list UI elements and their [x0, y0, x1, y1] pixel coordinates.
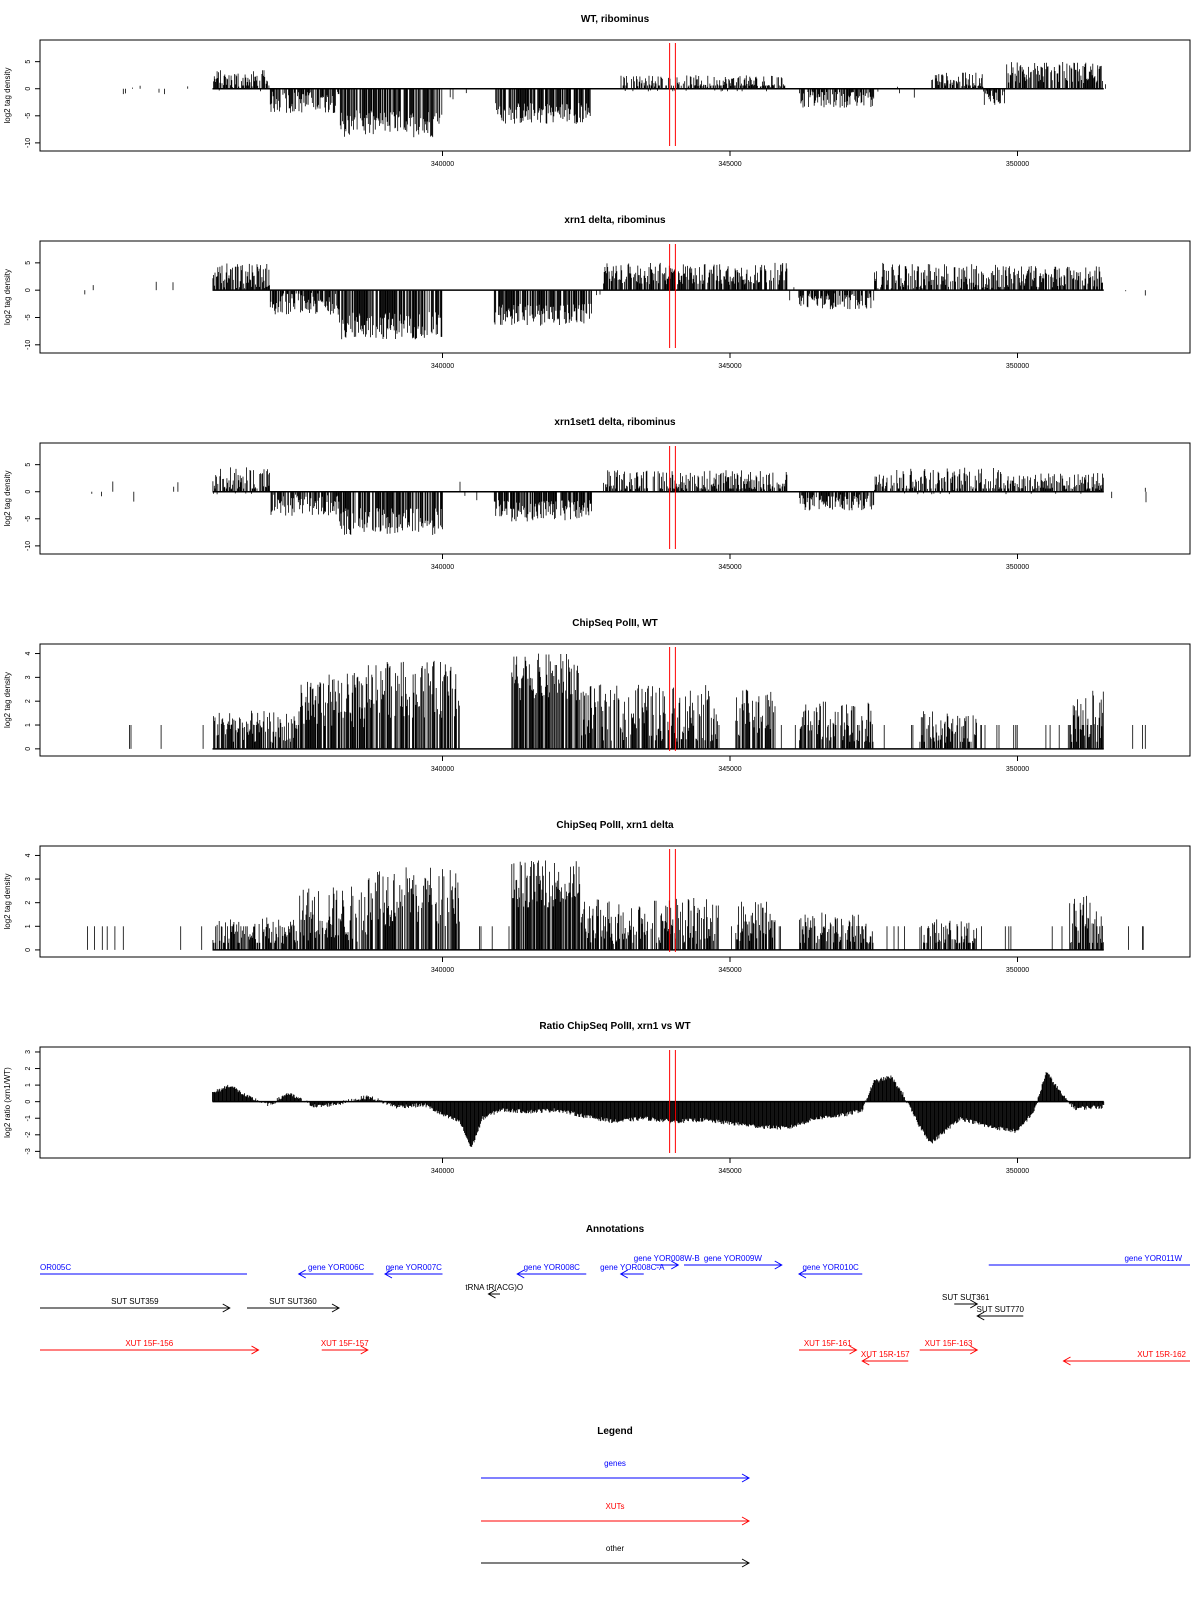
data-series: [84, 262, 1146, 340]
y-tick-label: 0: [25, 747, 32, 751]
x-tick-label: 340000: [431, 564, 454, 571]
chart-panel-1: WT, ribominus log2 tag density -10 -5 0 5 3400…: [3, 14, 1191, 168]
x-tick-label: 340000: [431, 363, 454, 370]
x-tick-label: 350000: [1006, 363, 1029, 370]
chart-title: xrn1 delta, ribominus: [564, 215, 666, 226]
chart-panel-3: xrn1set1 delta, ribominus log2 tag densit…: [3, 417, 1191, 571]
y-tick-label: 3: [25, 877, 32, 881]
y-tick-label: 3: [25, 1050, 32, 1054]
y-tick-label: 0: [25, 288, 32, 292]
y-tick-label: 5: [25, 60, 32, 64]
y-tick-label: -10: [25, 541, 32, 551]
y-tick-label: 5: [25, 463, 32, 467]
x-tick-label: 350000: [1006, 1168, 1029, 1175]
y-tick-label: -1: [25, 1115, 32, 1121]
data-series: [122, 62, 1106, 138]
y-tick-label: -3: [25, 1148, 32, 1154]
chart-title: ChipSeq PolII, xrn1 delta: [556, 820, 674, 831]
chart-title: ChipSeq PolII, WT: [572, 618, 658, 629]
plot-frame: [39, 442, 1191, 555]
x-tick-label: 345000: [718, 967, 741, 974]
plot-frame: [39, 240, 1191, 354]
chart-panel-4: ChipSeq PolII, WT log2 tag density 0 1 2 3 4 34…: [3, 618, 1191, 773]
plot-frame: [39, 1046, 1191, 1159]
y-tick-label: 0: [25, 1100, 32, 1104]
y-axis-label: log2 tag density: [3, 873, 12, 929]
y-tick-label: -5: [25, 516, 32, 522]
plot-frame: [39, 845, 1191, 958]
y-axis-label: log2 tag density: [3, 470, 12, 526]
chart-title: Ratio ChipSeq PolII, xrn1 vs WT: [539, 1021, 690, 1032]
chart-panel-5: ChipSeq PolII, xrn1 delta log2 tag densit…: [3, 820, 1191, 974]
y-tick-label: 2: [25, 1066, 32, 1070]
x-tick-label: 340000: [431, 967, 454, 974]
y-tick-label: 2: [25, 901, 32, 905]
y-tick-label: -5: [25, 314, 32, 320]
y-tick-label: 3: [25, 675, 32, 679]
x-tick-label: 350000: [1006, 161, 1029, 168]
y-tick-label: -10: [25, 340, 32, 350]
chart-panel-6: Ratio ChipSeq PolII, xrn1 vs WT log2 rati…: [3, 1021, 1191, 1175]
x-tick-label: 350000: [1006, 564, 1029, 571]
x-tick-label: 340000: [431, 1168, 454, 1175]
y-tick-label: 2: [25, 699, 32, 703]
chart-title: WT, ribominus: [581, 14, 650, 25]
y-axis-label: log2 tag density: [3, 269, 12, 325]
y-axis-label: log2 tag density: [3, 67, 12, 123]
data-series: [87, 860, 1144, 950]
y-tick-label: -2: [25, 1132, 32, 1138]
x-tick-label: 340000: [431, 161, 454, 168]
y-tick-label: 4: [25, 853, 32, 857]
x-tick-label: 345000: [718, 363, 741, 370]
x-tick-label: 350000: [1006, 766, 1029, 773]
x-tick-label: 350000: [1006, 967, 1029, 974]
x-tick-label: 345000: [718, 161, 741, 168]
x-tick-label: 340000: [431, 766, 454, 773]
y-tick-label: 4: [25, 651, 32, 655]
y-tick-label: 0: [25, 87, 32, 91]
y-tick-label: -5: [25, 113, 32, 119]
x-tick-label: 345000: [718, 564, 741, 571]
y-tick-label: 5: [25, 261, 32, 265]
y-tick-label: 0: [25, 490, 32, 494]
plot-frame: [39, 39, 1191, 152]
plot-frame: [39, 643, 1191, 757]
y-tick-label: 1: [25, 924, 32, 928]
data-series: [129, 653, 1146, 749]
y-tick-label: 0: [25, 948, 32, 952]
y-axis-label: log2 tag density: [3, 672, 12, 728]
y-tick-label: -10: [25, 138, 32, 148]
y-tick-label: 1: [25, 1083, 32, 1087]
x-tick-label: 345000: [718, 766, 741, 773]
chart-title: xrn1set1 delta, ribominus: [554, 417, 676, 428]
y-axis-label: log2 ratio (xrn1/WT): [3, 1067, 12, 1138]
y-tick-label: 1: [25, 723, 32, 727]
x-tick-label: 345000: [718, 1168, 741, 1175]
data-series: [212, 1072, 1105, 1147]
chart-panel-2: xrn1 delta, ribominus log2 tag density -10…: [3, 215, 1191, 370]
data-series: [91, 467, 1147, 535]
